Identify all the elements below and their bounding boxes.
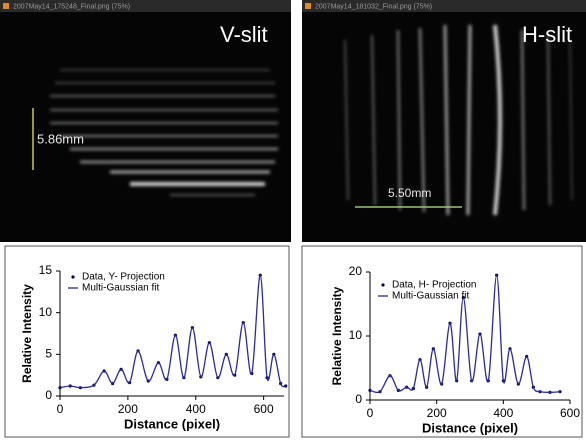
filename: 2007May14_181032_Final.png (75%) xyxy=(315,3,432,10)
x-tick-label: 400 xyxy=(186,402,206,416)
x-tick-label: 600 xyxy=(560,406,580,420)
image-panel: 2007May14_181032_Final.png (75%) 5.50mm … xyxy=(302,0,586,242)
x-tick-label: 400 xyxy=(493,406,513,420)
x-tick-label: 200 xyxy=(427,406,447,420)
chart-frame xyxy=(4,245,290,438)
y-axis-label: Relative Intensity xyxy=(330,286,344,385)
y-tick-label: 0 xyxy=(45,388,52,402)
y-tick-label: 10 xyxy=(349,328,363,342)
image-bg xyxy=(0,0,291,242)
chart-frame xyxy=(301,245,583,438)
y-tick-label: 15 xyxy=(39,263,53,277)
title-bar xyxy=(302,0,586,12)
legend-label: Multi-Gaussian fit xyxy=(392,291,469,302)
x-tick-label: 200 xyxy=(118,402,138,416)
icon xyxy=(3,3,9,9)
icon xyxy=(305,3,311,9)
x-tick-label: 600 xyxy=(254,402,274,416)
x-tick-label: 0 xyxy=(57,402,64,416)
y-tick-label: 5 xyxy=(45,347,52,361)
x-tick-label: 0 xyxy=(367,406,374,420)
filename: 2007May14_175248_Final.png (75%) xyxy=(13,3,130,10)
scale-label: 5.50mm xyxy=(388,186,431,200)
legend-label: Multi-Gaussian fit xyxy=(82,283,159,294)
fit-line xyxy=(369,274,561,394)
y-axis-label: Relative Intensity xyxy=(20,284,34,383)
title-bar xyxy=(0,0,291,12)
y-tick-label: 20 xyxy=(349,264,363,278)
fringes xyxy=(50,69,278,196)
image-label: V-slit xyxy=(220,22,268,47)
image-label: H-slit xyxy=(522,22,572,47)
legend-swatch xyxy=(71,275,75,279)
y-tick-label: 0 xyxy=(355,392,362,406)
x-axis-label: Distance (pixel) xyxy=(422,420,518,435)
fringes xyxy=(344,24,573,216)
legend-swatch xyxy=(381,283,385,287)
fit-line xyxy=(59,274,286,389)
scale-label: 5.86mm xyxy=(37,131,84,146)
x-axis-label: Distance (pixel) xyxy=(124,416,220,431)
legend-label: Data, Y- Projection xyxy=(82,272,165,283)
image-panel: 2007May14_175248_Final.png (75%) 5.86mm … xyxy=(0,0,291,242)
y-tick-label: 10 xyxy=(39,305,53,319)
legend-label: Data, H- Projection xyxy=(392,280,476,291)
